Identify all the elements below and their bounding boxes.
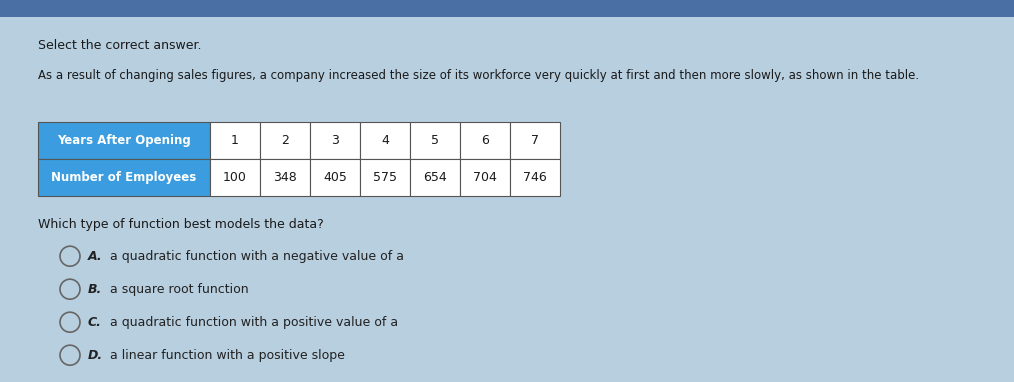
Text: 100: 100 bbox=[223, 171, 247, 184]
Bar bbox=[0, 0, 1014, 17]
Text: As a result of changing sales figures, a company increased the size of its workf: As a result of changing sales figures, a… bbox=[38, 69, 919, 82]
Text: Number of Employees: Number of Employees bbox=[52, 171, 197, 184]
Text: 654: 654 bbox=[423, 171, 447, 184]
Bar bbox=[410, 159, 460, 196]
Bar bbox=[310, 159, 360, 196]
Text: Which type of function best models the data?: Which type of function best models the d… bbox=[38, 218, 323, 231]
Bar bbox=[260, 122, 310, 159]
Text: 575: 575 bbox=[373, 171, 397, 184]
Bar bbox=[360, 159, 410, 196]
Text: 704: 704 bbox=[474, 171, 497, 184]
Text: Select the correct answer.: Select the correct answer. bbox=[38, 39, 202, 52]
Text: C.: C. bbox=[88, 316, 101, 329]
Text: 348: 348 bbox=[273, 171, 297, 184]
Text: a square root function: a square root function bbox=[110, 283, 248, 296]
Text: a quadratic function with a positive value of a: a quadratic function with a positive val… bbox=[110, 316, 399, 329]
Text: 2: 2 bbox=[281, 134, 289, 147]
Text: 3: 3 bbox=[331, 134, 339, 147]
Text: 1: 1 bbox=[231, 134, 239, 147]
Text: a quadratic function with a negative value of a: a quadratic function with a negative val… bbox=[110, 250, 404, 263]
Text: Years After Opening: Years After Opening bbox=[57, 134, 191, 147]
Text: 4: 4 bbox=[381, 134, 389, 147]
Bar bbox=[460, 122, 510, 159]
Text: 7: 7 bbox=[531, 134, 539, 147]
Bar bbox=[310, 122, 360, 159]
Text: A.: A. bbox=[88, 250, 102, 263]
Bar bbox=[38, 122, 210, 159]
Text: 746: 746 bbox=[523, 171, 547, 184]
Bar bbox=[210, 122, 260, 159]
Text: B.: B. bbox=[88, 283, 102, 296]
Text: 405: 405 bbox=[323, 171, 347, 184]
Bar bbox=[460, 159, 510, 196]
Bar bbox=[510, 159, 560, 196]
Bar bbox=[510, 122, 560, 159]
Text: a linear function with a positive slope: a linear function with a positive slope bbox=[110, 349, 345, 362]
Bar bbox=[210, 159, 260, 196]
Bar bbox=[260, 159, 310, 196]
Text: D.: D. bbox=[88, 349, 103, 362]
Text: 5: 5 bbox=[431, 134, 439, 147]
Bar bbox=[410, 122, 460, 159]
Text: 6: 6 bbox=[481, 134, 489, 147]
Bar bbox=[360, 122, 410, 159]
Bar bbox=[38, 159, 210, 196]
